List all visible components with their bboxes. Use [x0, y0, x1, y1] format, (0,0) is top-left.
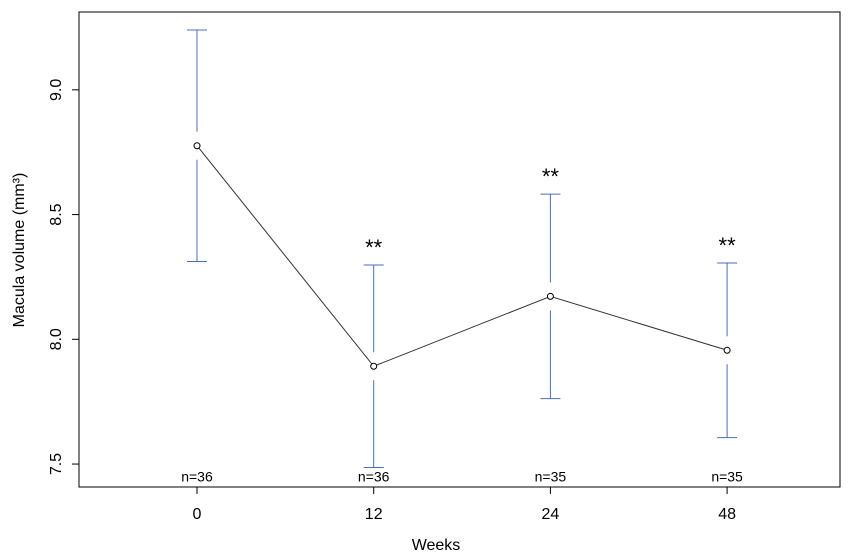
data-point — [546, 292, 554, 300]
data-point — [370, 362, 378, 370]
y-tick-label: 8.0 — [48, 328, 65, 350]
x-tick-label: 24 — [542, 506, 560, 523]
n-label: n=35 — [711, 469, 743, 485]
data-line — [196, 145, 728, 367]
y-tick-label: 9.0 — [48, 79, 65, 101]
data-point — [723, 346, 731, 354]
y-tick-label: 8.5 — [48, 203, 65, 225]
plot-frame — [78, 11, 841, 488]
n-label: n=36 — [358, 469, 390, 485]
x-tick-label: 0 — [193, 506, 202, 523]
x-axis-title: Weeks — [412, 537, 461, 554]
significance-label: ** — [542, 164, 560, 189]
y-tick-label: 7.5 — [48, 453, 65, 475]
data-point — [193, 142, 201, 150]
x-tick-label: 12 — [365, 506, 383, 523]
y-axis-title: Macula volume (mm³) — [11, 173, 28, 328]
significance-label: ** — [719, 233, 737, 258]
significance-label: ** — [365, 235, 383, 260]
n-label: n=35 — [535, 469, 567, 485]
x-tick-label: 48 — [718, 506, 736, 523]
n-label: n=36 — [181, 469, 213, 485]
